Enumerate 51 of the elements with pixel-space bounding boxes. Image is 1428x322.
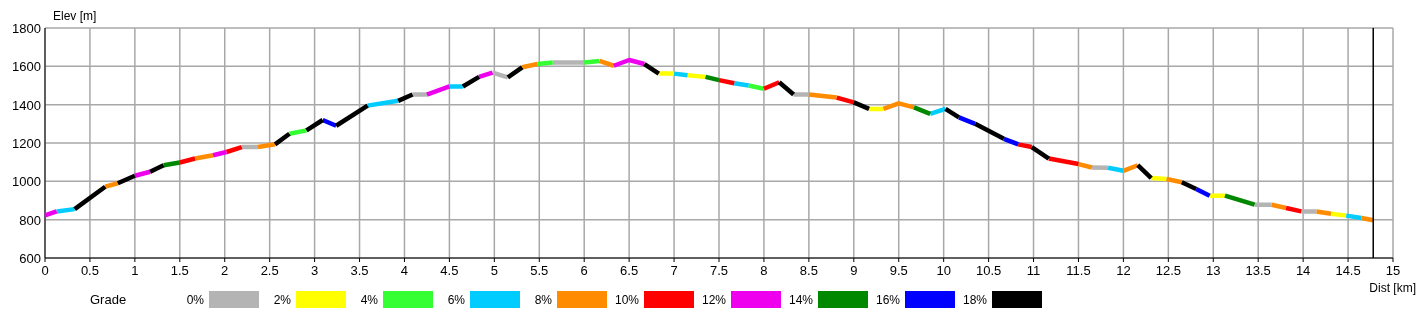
legend-label: 10%	[614, 293, 640, 307]
y-tick-label: 1000	[12, 174, 41, 190]
x-tick-label: 15	[1385, 263, 1401, 278]
x-tick-label: 13	[1206, 263, 1221, 278]
y-tick-label: 1600	[12, 59, 41, 75]
legend-label: 18%	[962, 293, 988, 307]
x-tick-label: 9.5	[889, 263, 908, 278]
y-tick-label: 600	[19, 251, 41, 266]
x-tick-label: 1	[131, 263, 139, 278]
x-tick-label: 12.5	[1155, 263, 1181, 278]
legend-label: 12%	[701, 293, 727, 307]
y-tick-label: 1200	[12, 136, 41, 151]
x-tick-label: 10.5	[975, 263, 1002, 278]
y-tick-label: 1400	[12, 97, 41, 113]
x-tick-label: 0.5	[80, 263, 99, 278]
x-tick-label: 5	[490, 263, 498, 278]
legend-label: 6%	[447, 293, 466, 307]
x-tick-label: 5.5	[530, 263, 549, 278]
x-tick-label: 2.5	[260, 263, 279, 278]
x-tick-label: 12	[1116, 263, 1131, 278]
legend-label: 0%	[186, 293, 205, 307]
x-tick-label: 11.5	[1066, 263, 1091, 278]
x-tick-label: 3	[310, 263, 319, 278]
legend-label: 16%	[875, 293, 901, 307]
x-tick-label: 11	[1026, 263, 1041, 278]
x-tick-label: 2	[221, 263, 229, 278]
legend-label: 8%	[534, 293, 553, 307]
x-tick-label: 9	[850, 263, 858, 278]
legend-label: 2%	[273, 293, 292, 307]
x-tick-label: 8.5	[799, 263, 818, 278]
x-tick-label: 7.5	[709, 263, 729, 278]
y-axis-title: Elev [m]	[53, 9, 97, 23]
x-tick-label: 3.5	[350, 263, 369, 278]
x-tick-label: 0	[41, 263, 49, 278]
x-tick-label: 4.5	[440, 263, 459, 278]
x-tick-label: 14.5	[1335, 263, 1361, 278]
x-tick-label: 6.5	[620, 263, 639, 278]
legend-title: Grade	[90, 292, 127, 307]
x-tick-label: 13.5	[1245, 263, 1271, 278]
y-tick-label: 800	[19, 212, 41, 228]
x-tick-label: 8	[760, 263, 768, 278]
x-tick-label: 4	[400, 263, 409, 278]
x-tick-label: 1.5	[170, 263, 189, 278]
x-tick-label: 6	[580, 263, 588, 278]
x-axis-title: Dist [km]	[1369, 281, 1416, 295]
y-tick-label: 1800	[12, 21, 41, 36]
x-tick-label: 7	[670, 263, 678, 278]
legend-label: 14%	[788, 293, 814, 307]
x-tick-label: 14	[1295, 263, 1311, 278]
legend-label: 4%	[360, 293, 379, 307]
x-tick-label: 10	[936, 263, 951, 278]
